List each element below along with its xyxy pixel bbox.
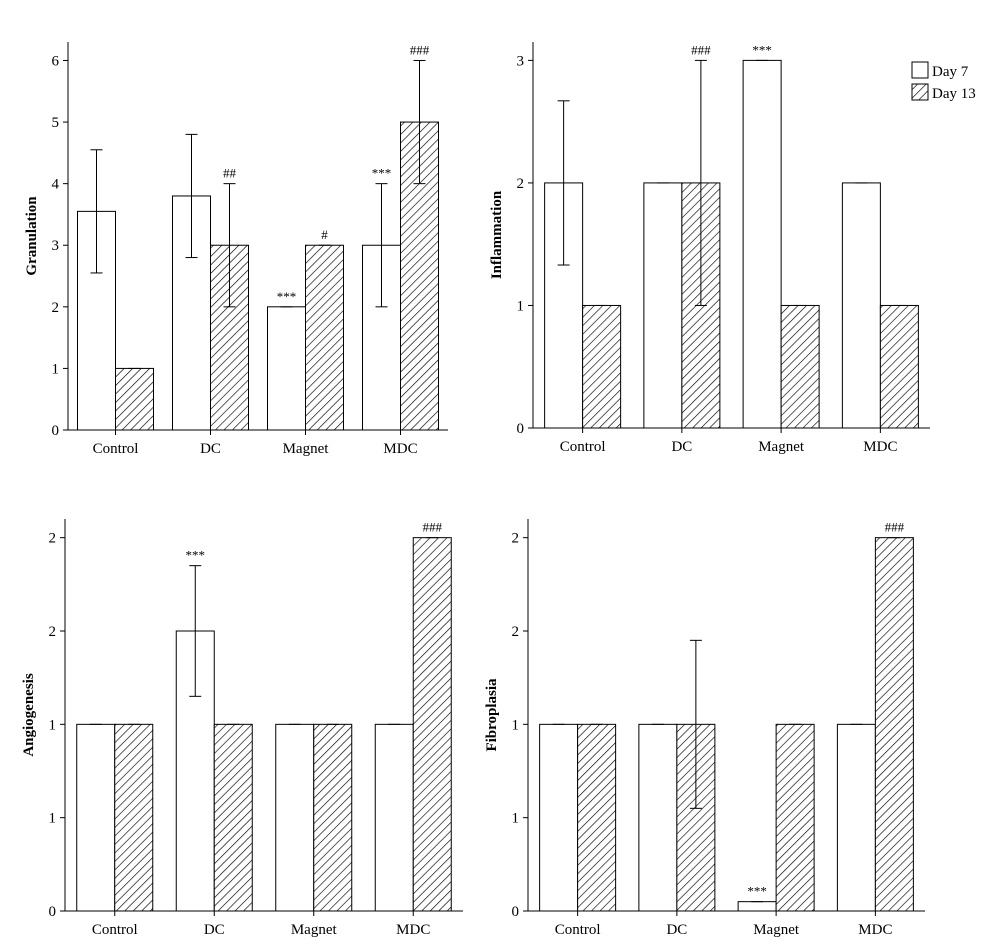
y-tick-label: 0 [517,421,525,437]
legend-swatch-day7 [911,61,929,79]
bar-day7 [539,723,579,912]
significance-label: ### [423,520,443,535]
category-label: MDC [383,441,417,457]
legend-label-day13: Day 13 [932,86,976,102]
bar-day13 [114,723,154,912]
significance-label: *** [277,289,297,304]
bar-day7 [737,901,777,912]
bar-day7 [742,59,782,429]
bar-day13 [577,723,617,912]
category-label: MDC [863,439,897,455]
bar-day13 [780,304,820,429]
significance-label: ### [410,42,430,57]
significance-label: ### [885,520,905,535]
bar-day13 [305,244,344,431]
category-label: Control [560,439,606,455]
significance-label: ## [223,166,237,181]
chart-panel-fibroplasia: 0 1 1 2 2 Fibroplasia Control DC Magnet *** MDC ### [484,519,925,938]
y-axis-label: Fibroplasia [484,678,500,752]
y-tick-label: 3 [52,238,60,254]
category-label: Magnet [291,922,338,938]
y-tick-label: 2 [512,531,520,547]
bar-day13 [213,723,253,912]
bar-day7 [836,723,876,912]
y-tick-label: 0 [49,904,57,920]
category-label: DC [204,922,225,938]
y-tick-label: 1 [49,811,57,827]
y-tick-label: 2 [517,176,525,192]
category-label: DC [666,922,687,938]
y-axis-label: Angiogenesis [21,673,37,757]
category-label: DC [671,439,692,455]
bar-day13 [313,723,353,912]
y-tick-label: 5 [52,115,60,131]
bar-day7 [841,182,881,429]
category-label: Magnet [283,441,330,457]
legend: Day 7 Day 13 [911,61,976,102]
y-tick-label: 4 [52,177,60,193]
significance-label: *** [747,884,767,899]
significance-label: *** [372,166,392,181]
y-tick-label: 1 [517,298,525,314]
chart-panel-inflammation: 0 1 2 3 Inflammation Control DC ### Magnet *** MDC [489,42,930,455]
bar-day13 [582,304,622,429]
legend-label-day7: Day 7 [932,64,969,80]
y-tick-label: 2 [52,300,60,316]
y-tick-label: 6 [52,53,60,69]
y-axis-label: Inflammation [489,190,505,279]
y-tick-label: 3 [517,53,525,69]
bar-day7 [267,306,306,431]
bar-day7 [643,182,683,429]
category-label: Magnet [758,439,805,455]
significance-label: *** [752,42,772,57]
y-tick-label: 0 [52,423,60,439]
category-label: Control [93,441,139,457]
category-label: DC [200,441,221,457]
bar-day13 [874,537,914,912]
category-label: Control [555,922,601,938]
bar-day7 [374,723,414,912]
y-tick-label: 1 [512,811,520,827]
category-label: MDC [858,922,892,938]
bar-day13 [775,723,815,912]
y-tick-label: 1 [512,717,520,733]
category-label: Magnet [753,922,800,938]
y-axis-label: Granulation [24,196,40,276]
legend-swatch-day13 [911,83,929,101]
category-label: Control [92,922,138,938]
bar-day13 [879,304,919,429]
bar-day7 [76,723,116,912]
y-tick-label: 2 [49,624,57,640]
chart-panel-angiogenesis: 0 1 1 2 2 Angiogenesis Control DC *** Magnet MDC ##… [21,519,463,938]
y-tick-label: 2 [49,531,57,547]
significance-label: # [321,227,328,242]
bar-day7 [275,723,315,912]
category-label: MDC [396,922,430,938]
bar-day13 [412,537,452,912]
y-tick-label: 0 [512,904,520,920]
y-tick-label: 2 [512,624,520,640]
bar-day7 [638,723,678,912]
significance-label: *** [186,548,206,563]
y-tick-label: 1 [49,717,57,733]
chart-panel-granulation: 0 1 2 3 4 5 6 Granulation Control DC ## Magnet *** # M… [24,42,448,457]
significance-label: ### [691,42,711,57]
bar-day13 [115,367,154,431]
y-tick-label: 1 [52,361,60,377]
